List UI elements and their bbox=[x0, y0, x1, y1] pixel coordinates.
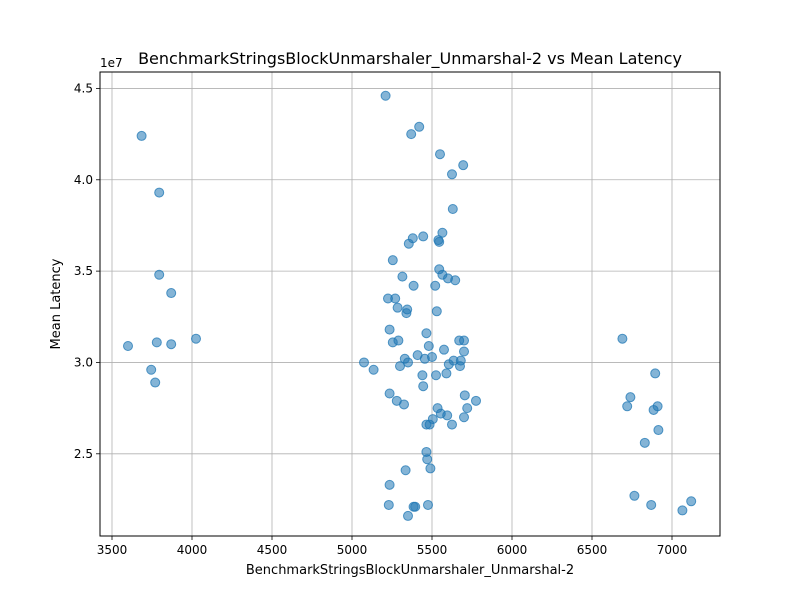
scatter-point bbox=[459, 390, 470, 401]
x-tick-label: 6000 bbox=[497, 543, 528, 557]
scatter-point bbox=[421, 328, 432, 339]
scatter-point bbox=[390, 293, 401, 304]
scatter-point bbox=[450, 275, 461, 286]
scatter-point bbox=[462, 403, 473, 414]
scatter-point bbox=[423, 499, 433, 510]
y-axis-label: Mean Latency bbox=[49, 258, 64, 349]
scatter-point bbox=[431, 306, 442, 317]
x-tick-label: 5500 bbox=[417, 543, 448, 557]
x-tick-label: 5000 bbox=[337, 543, 368, 557]
scatter-point bbox=[395, 361, 405, 372]
scatter-point bbox=[646, 499, 657, 510]
scatter-point bbox=[442, 410, 453, 421]
x-axis-label: BenchmarkStringsBlockUnmarshaler_Unmarsh… bbox=[246, 563, 574, 578]
scatter-point bbox=[458, 160, 469, 171]
scatter-point bbox=[447, 419, 457, 430]
scatter-point bbox=[622, 401, 633, 412]
scatter-point bbox=[123, 341, 133, 352]
scatter-point bbox=[434, 236, 445, 247]
scatter-point bbox=[392, 302, 403, 313]
x-tick-label: 4000 bbox=[177, 543, 208, 557]
scatter-point bbox=[425, 463, 436, 474]
scatter-point bbox=[393, 335, 404, 346]
scatter-point bbox=[653, 425, 664, 436]
scatter-point bbox=[435, 149, 445, 160]
scatter-point bbox=[166, 339, 177, 350]
scatter-point bbox=[417, 370, 428, 381]
scatter-point bbox=[410, 501, 421, 512]
scatter-point bbox=[427, 414, 438, 425]
scatter-point bbox=[384, 388, 395, 399]
x-tick-label: 7000 bbox=[657, 543, 688, 557]
scatter-point bbox=[408, 280, 419, 291]
scatter-point bbox=[384, 479, 395, 490]
scatter-point bbox=[686, 496, 697, 507]
scatter-point bbox=[397, 271, 408, 282]
scatter-point bbox=[459, 335, 469, 346]
scatter-point bbox=[423, 341, 434, 352]
scatter-point bbox=[439, 344, 449, 355]
scatter-point bbox=[380, 90, 391, 101]
scatter-point bbox=[617, 333, 628, 344]
axis-ticks: 3500 4000 4500 5000 5500 6000 6500 7000 2.5 3.0 3.… bbox=[74, 81, 687, 557]
scatter-point bbox=[430, 280, 441, 291]
scatter-point bbox=[146, 364, 157, 375]
scatter-point bbox=[431, 370, 441, 381]
x-tick-label: 3500 bbox=[97, 543, 128, 557]
scatter-point bbox=[154, 187, 165, 198]
x-tick-label: 4500 bbox=[257, 543, 288, 557]
y-tick-label: 4.0 bbox=[74, 173, 93, 187]
scatter-point bbox=[136, 130, 147, 141]
x-tick-label: 6500 bbox=[577, 543, 608, 557]
scatter-point bbox=[652, 401, 663, 412]
scatter-point bbox=[422, 454, 433, 465]
scatter-point bbox=[151, 337, 162, 348]
scatter-point bbox=[625, 392, 636, 403]
y-axis-offset-label: 1e7 bbox=[100, 56, 123, 70]
scatter-point bbox=[154, 269, 165, 280]
scatter-point bbox=[437, 227, 448, 238]
y-tick-label: 4.5 bbox=[74, 81, 93, 95]
scatter-point bbox=[441, 368, 452, 379]
scatter-point bbox=[403, 357, 413, 368]
scatter-point bbox=[387, 255, 398, 266]
plot-frame bbox=[99, 71, 721, 537]
scatter-point bbox=[414, 121, 425, 132]
scatter-point bbox=[427, 351, 437, 362]
scatter-point bbox=[368, 364, 379, 375]
scatter-point bbox=[650, 368, 661, 379]
data-points bbox=[123, 90, 697, 521]
scatter-point bbox=[629, 490, 640, 501]
chart-title: BenchmarkStringsBlockUnmarshaler_Unmarsh… bbox=[138, 49, 682, 69]
scatter-point bbox=[191, 333, 201, 344]
scatter-point bbox=[403, 510, 413, 521]
y-tick-label: 2.5 bbox=[74, 447, 93, 461]
scatter-point bbox=[406, 129, 417, 140]
scatter-point bbox=[447, 204, 458, 215]
scatter-point bbox=[459, 346, 469, 357]
scatter-point bbox=[471, 395, 481, 406]
scatter-point bbox=[418, 381, 429, 392]
scatter-point bbox=[166, 288, 177, 299]
scatter-point bbox=[407, 233, 418, 244]
scatter-point bbox=[399, 399, 409, 410]
scatter-point bbox=[677, 505, 688, 516]
y-tick-label: 3.0 bbox=[74, 355, 93, 369]
scatter-point bbox=[383, 499, 394, 510]
scatter-point bbox=[455, 355, 466, 366]
scatter-point bbox=[384, 324, 395, 335]
y-tick-label: 3.5 bbox=[74, 264, 93, 278]
scatter-point bbox=[639, 437, 650, 448]
scatter-point bbox=[402, 304, 413, 315]
scatter-point bbox=[359, 357, 369, 368]
scatter-point bbox=[459, 412, 469, 423]
scatter-point bbox=[400, 465, 411, 476]
scatter-point bbox=[418, 231, 429, 242]
scatter-point bbox=[447, 169, 457, 180]
scatter-point bbox=[150, 377, 161, 388]
